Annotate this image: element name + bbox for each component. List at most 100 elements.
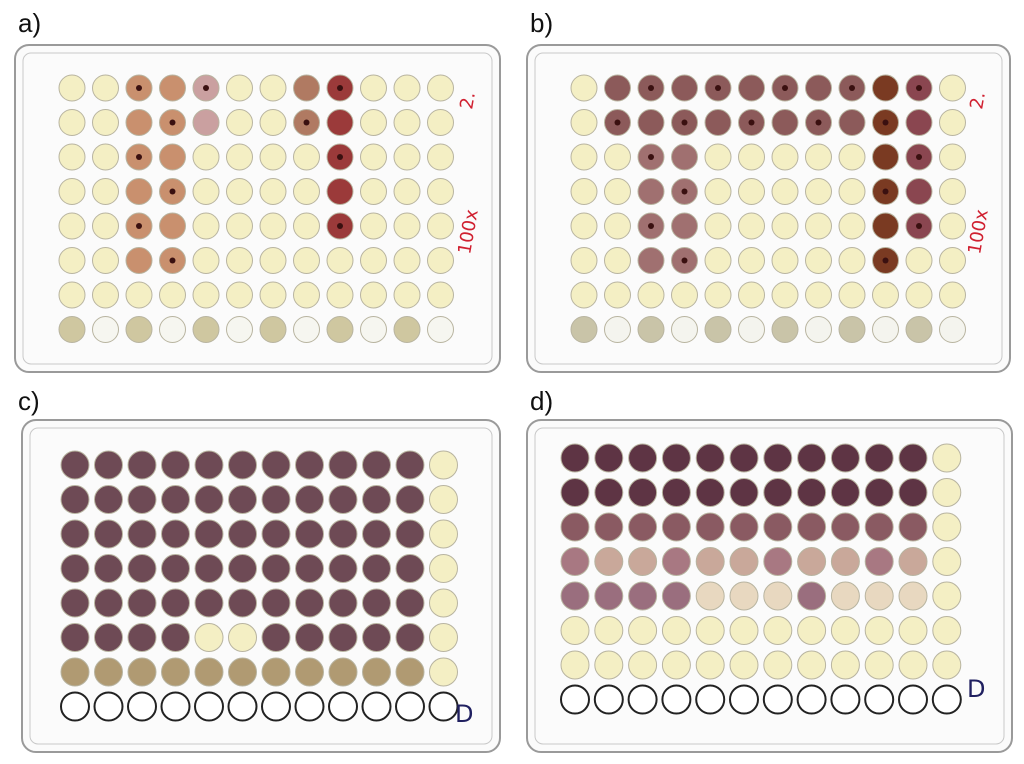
panel-label: c) xyxy=(18,386,40,416)
well xyxy=(931,684,962,715)
well xyxy=(60,657,90,687)
well xyxy=(932,581,962,611)
well xyxy=(192,109,220,136)
well xyxy=(228,554,257,583)
well xyxy=(695,512,725,542)
well xyxy=(192,178,220,205)
well xyxy=(796,684,827,715)
well xyxy=(159,74,186,102)
well xyxy=(228,450,257,480)
well xyxy=(192,316,220,343)
well xyxy=(729,547,759,576)
well xyxy=(872,143,899,171)
well xyxy=(127,519,157,549)
well xyxy=(161,485,190,514)
well xyxy=(194,519,224,549)
well xyxy=(194,657,224,687)
plate-panel: a)2.100x xyxy=(14,8,501,373)
well xyxy=(864,512,894,542)
well xyxy=(261,554,291,583)
well xyxy=(661,616,691,645)
well xyxy=(60,623,90,652)
well xyxy=(259,74,287,102)
well xyxy=(326,178,354,205)
well xyxy=(905,178,933,205)
well xyxy=(395,657,425,687)
well xyxy=(738,281,765,309)
well xyxy=(898,478,928,507)
well xyxy=(429,485,458,514)
well xyxy=(228,588,257,618)
well xyxy=(295,623,324,652)
well xyxy=(771,316,799,343)
well-spot xyxy=(648,85,654,91)
well-spot xyxy=(203,85,209,91)
well xyxy=(830,616,860,645)
well xyxy=(637,178,665,205)
well xyxy=(771,281,799,309)
well xyxy=(58,212,86,240)
well xyxy=(898,684,928,715)
well xyxy=(805,247,832,274)
well xyxy=(570,178,598,205)
well xyxy=(226,143,253,171)
well xyxy=(797,650,827,680)
well xyxy=(830,547,860,576)
well xyxy=(393,212,421,240)
well xyxy=(898,547,928,576)
well xyxy=(628,547,658,576)
well xyxy=(60,588,90,618)
well xyxy=(738,212,765,240)
well-spot xyxy=(136,223,142,229)
well xyxy=(362,623,391,652)
well xyxy=(429,554,458,583)
well xyxy=(939,281,966,309)
well xyxy=(695,581,725,611)
well xyxy=(194,554,224,583)
well xyxy=(261,588,291,618)
well xyxy=(805,281,832,309)
well xyxy=(94,519,123,549)
well xyxy=(393,74,421,102)
well xyxy=(671,316,698,343)
well xyxy=(92,316,119,343)
well-spot xyxy=(916,154,922,160)
well xyxy=(905,281,933,309)
well xyxy=(393,178,421,205)
well xyxy=(898,581,928,611)
well xyxy=(328,554,358,583)
well xyxy=(58,316,86,343)
well-spot xyxy=(337,223,343,229)
well xyxy=(805,212,832,240)
well xyxy=(427,143,454,171)
well xyxy=(226,178,253,205)
plate-inner xyxy=(22,52,493,365)
well xyxy=(661,512,691,542)
well xyxy=(161,623,190,652)
well xyxy=(771,109,799,136)
well xyxy=(864,547,894,576)
well xyxy=(604,247,631,274)
well-spot xyxy=(169,119,176,126)
well xyxy=(429,657,458,687)
well xyxy=(360,143,387,171)
well xyxy=(261,485,291,514)
well xyxy=(395,623,425,652)
well xyxy=(898,616,928,645)
well xyxy=(226,316,253,343)
well xyxy=(704,247,732,274)
well xyxy=(60,691,90,722)
well-spot xyxy=(681,257,688,264)
well xyxy=(393,109,421,136)
well xyxy=(429,519,458,549)
well xyxy=(194,588,224,618)
handwritten-note: D xyxy=(455,700,473,728)
well xyxy=(838,281,866,309)
well xyxy=(395,691,425,722)
well xyxy=(729,616,759,645)
well xyxy=(93,691,124,722)
well xyxy=(560,684,590,715)
well xyxy=(94,657,123,687)
well xyxy=(939,143,966,171)
well xyxy=(360,178,387,205)
